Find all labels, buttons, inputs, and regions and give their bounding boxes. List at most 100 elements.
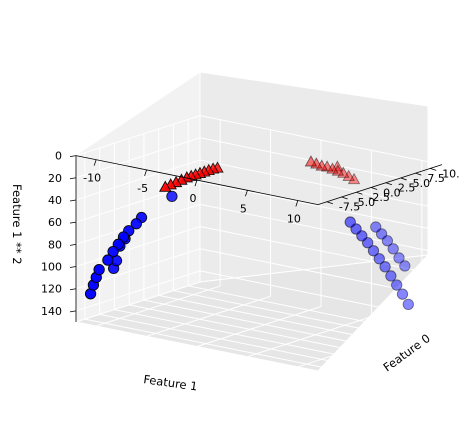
- circle-point: [344, 216, 356, 228]
- circle-point: [381, 235, 394, 247]
- y-tick: [194, 179, 198, 187]
- z-axis-label: Feature 1 ** 2: [10, 184, 24, 265]
- grid-line: [199, 270, 443, 321]
- x-tick: [356, 191, 363, 195]
- grid-line: [146, 295, 271, 337]
- y-tick: [295, 200, 299, 207]
- z-tick: [69, 177, 77, 180]
- circle-point: [93, 264, 105, 276]
- grid-line: [129, 304, 372, 355]
- x-axis-line: [317, 164, 443, 205]
- grid-line: [199, 115, 443, 166]
- grid-lines: [75, 115, 443, 369]
- grid-line: [143, 299, 387, 350]
- grid-line: [114, 309, 357, 360]
- circle-point: [102, 254, 114, 266]
- y-tick: [144, 169, 147, 177]
- y-tick-label: -5: [137, 182, 148, 195]
- circle-point: [391, 279, 403, 291]
- grid-line: [158, 294, 401, 345]
- x-tick: [371, 187, 378, 190]
- x-tick-label: 5.0: [413, 177, 431, 190]
- z-tick: [69, 310, 77, 313]
- y-tick-label: -10: [83, 172, 101, 185]
- z-tick-label: 100: [41, 261, 62, 274]
- triangle-point: [304, 155, 318, 167]
- grid-line: [75, 181, 201, 223]
- grid-line: [199, 226, 443, 277]
- grid-line: [188, 285, 431, 336]
- grid-line: [297, 326, 422, 368]
- grid-line: [196, 306, 322, 347]
- x-tick: [385, 182, 393, 186]
- x-tick-label: 10.0: [442, 167, 460, 180]
- grid-line: [96, 285, 221, 327]
- z-tick-label: 140: [41, 305, 62, 318]
- x-tick-label: 7.5: [427, 172, 445, 185]
- x-tick: [430, 168, 437, 171]
- circle-point: [130, 218, 142, 230]
- grid-line: [75, 137, 201, 179]
- triangle-point: [331, 160, 344, 172]
- circle-point: [367, 245, 380, 257]
- axes: [69, 155, 443, 322]
- x-tick-label: -5.0: [354, 196, 375, 209]
- z-tick: [69, 199, 77, 202]
- y-tick-label: 0: [190, 192, 197, 205]
- x-tick-label: -2.5: [368, 191, 389, 204]
- circle-point: [399, 260, 411, 272]
- circle-point: [402, 298, 414, 311]
- triangle-point: [347, 172, 361, 185]
- z-tick-label: 60: [48, 216, 62, 229]
- grid-line: [199, 159, 443, 210]
- tick-labels: -10 -5 0 5 10 -7.5-5.0-2.50.02.55.07.510.0 0 20…: [41, 150, 460, 318]
- circle-point: [107, 245, 119, 258]
- z-tick-label: 20: [48, 172, 62, 185]
- grid-line: [75, 159, 201, 201]
- grid-line: [75, 115, 201, 157]
- grid-line: [75, 226, 201, 268]
- z-tick: [69, 221, 77, 224]
- z-tick-label: 120: [41, 283, 62, 296]
- x-tick-label: 2.5: [398, 182, 416, 195]
- circle-point: [387, 243, 399, 255]
- scatter-marks: [84, 155, 414, 311]
- grid-line: [173, 290, 416, 341]
- circle-point: [396, 288, 409, 300]
- x-tick: [415, 172, 422, 176]
- grid-line: [75, 270, 201, 312]
- y-tick: [93, 159, 97, 166]
- y-tick: [245, 190, 248, 197]
- triangle-point: [331, 164, 345, 176]
- triangle-point: [342, 169, 355, 181]
- z-tick: [69, 288, 77, 291]
- triangle-point: [326, 162, 339, 174]
- y-tick-label: 5: [240, 202, 247, 215]
- triangle-point: [337, 166, 350, 178]
- circle-point: [393, 252, 405, 264]
- x-tick: [326, 201, 333, 205]
- circle-point: [373, 253, 385, 265]
- z-tick-label: 0: [55, 150, 62, 163]
- grid-line: [99, 313, 342, 364]
- grid-line: [199, 248, 443, 299]
- z-tick: [69, 266, 77, 268]
- circle-point: [385, 270, 397, 282]
- grid-line: [199, 203, 443, 254]
- grid-line: [199, 181, 443, 232]
- circle-point: [370, 221, 382, 233]
- y-axis-label: Feature 1: [143, 372, 199, 393]
- x-tick: [341, 196, 348, 200]
- circle-point: [166, 190, 178, 203]
- z-tick: [69, 155, 77, 157]
- grid-line: [247, 316, 372, 358]
- y-tick-label: 10: [287, 213, 301, 226]
- z-tick: [69, 243, 77, 246]
- z-tick-label: 40: [48, 194, 62, 207]
- circle-point: [375, 228, 388, 240]
- z-tick-label: 80: [48, 238, 62, 251]
- x-tick: [400, 177, 407, 181]
- grid-line: [84, 318, 327, 369]
